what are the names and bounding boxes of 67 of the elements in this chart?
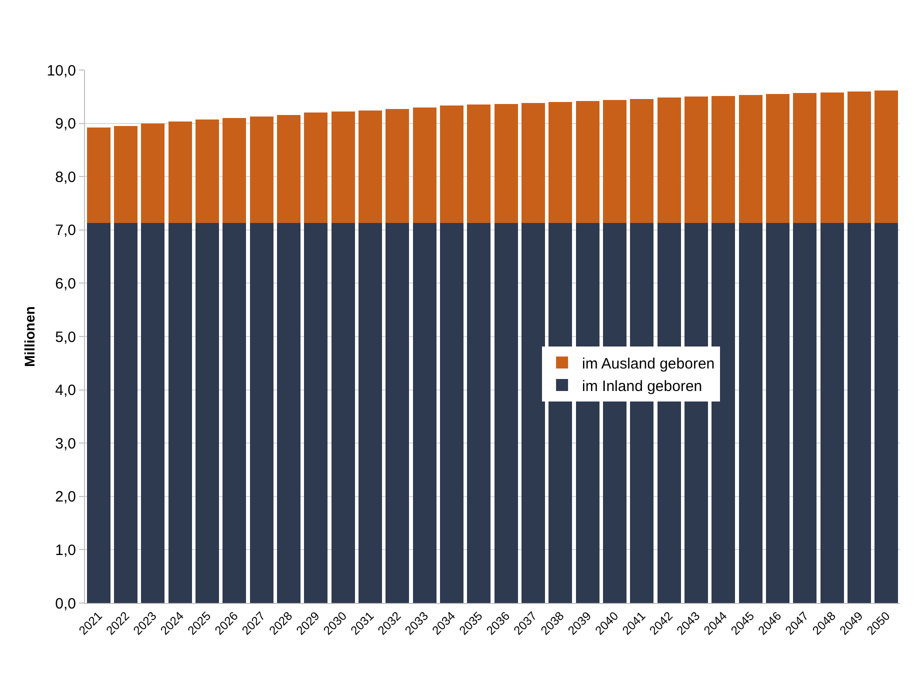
bar [548, 102, 572, 223]
bar [440, 106, 464, 223]
bar [250, 116, 274, 223]
bar [766, 222, 790, 603]
bar [114, 126, 138, 223]
bar [386, 108, 410, 223]
y-tick-label: 0,0 [55, 595, 76, 612]
bar [793, 92, 817, 223]
bar [141, 222, 165, 603]
bar [521, 222, 546, 603]
bar [331, 112, 355, 223]
y-tick-label: 8,0 [55, 168, 76, 186]
bar [114, 222, 138, 603]
bar [222, 118, 246, 223]
bar [494, 104, 518, 223]
bar [657, 98, 681, 223]
bar [521, 103, 546, 223]
bar [412, 222, 436, 603]
bar [195, 120, 220, 223]
bar [141, 123, 165, 223]
bar [222, 222, 246, 603]
bar [738, 95, 762, 223]
bar [86, 222, 110, 603]
y-tick-label: 1,0 [55, 542, 76, 559]
bar [467, 222, 491, 603]
bar [386, 222, 410, 603]
y-tick-label: 4,0 [55, 382, 76, 400]
bar [168, 122, 192, 223]
y-tick-label: 10,0 [46, 62, 76, 80]
bar [304, 112, 328, 223]
bar [820, 222, 844, 603]
bar [358, 110, 382, 223]
bar [712, 96, 736, 223]
y-tick-label: 9,0 [55, 116, 76, 133]
bar [467, 104, 491, 223]
legend-label: im Inland geboren [582, 378, 702, 395]
y-tick-label: 3,0 [55, 435, 76, 452]
y-axis-title: Millionen [21, 306, 38, 367]
bar [195, 222, 220, 603]
y-tick-label: 5,0 [55, 328, 76, 346]
y-tick-label: 6,0 [55, 275, 76, 292]
bar [630, 98, 654, 223]
bar [602, 100, 627, 223]
bar [738, 222, 762, 603]
y-tick-label: 2,0 [55, 488, 76, 506]
bar [793, 222, 817, 603]
bar [576, 100, 600, 223]
y-tick-label: 7,0 [55, 222, 76, 240]
bar [276, 222, 301, 603]
bar [250, 222, 274, 603]
bar [331, 222, 355, 603]
bar [874, 90, 898, 223]
bar [766, 94, 790, 223]
bar [412, 107, 436, 223]
bar [304, 222, 328, 603]
bar [86, 128, 110, 223]
bar [684, 96, 708, 223]
bar [820, 92, 844, 223]
legend-label: im Ausland geboren [582, 355, 715, 372]
bar [168, 222, 192, 603]
bar [494, 222, 518, 603]
bar [847, 91, 872, 223]
bar [276, 114, 301, 223]
bar [847, 222, 872, 603]
bar [358, 222, 382, 603]
bar [874, 222, 898, 603]
bar [440, 222, 464, 603]
